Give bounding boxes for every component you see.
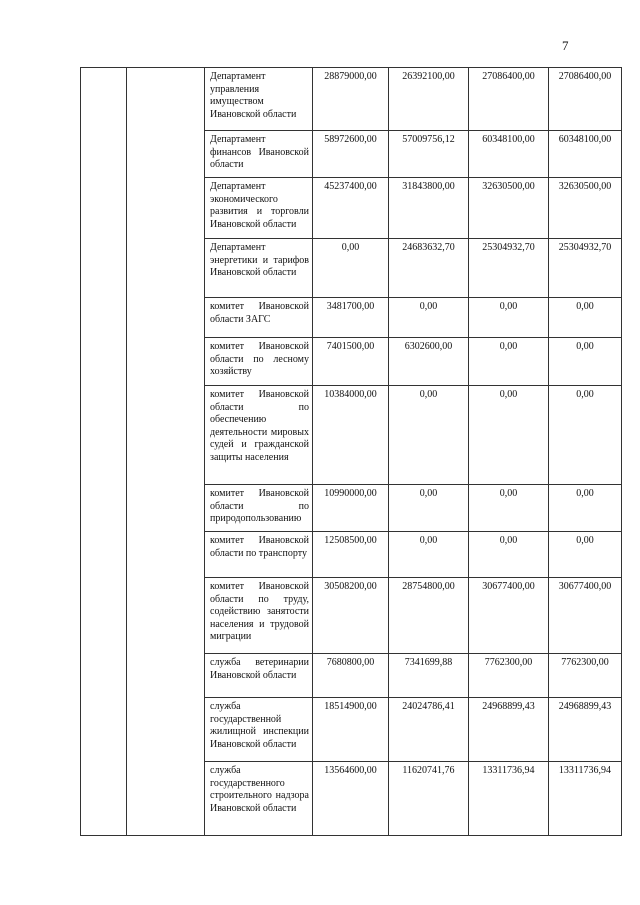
- amount-cell: 10990000,00: [312, 484, 389, 532]
- organization-name: Департамент управления имуществом Иванов…: [204, 67, 313, 131]
- table-row: комитет Ивановской области по природопол…: [81, 484, 622, 532]
- amount-cell: 7680800,00: [312, 653, 389, 698]
- code-column-cell: [126, 67, 205, 836]
- amount-cell: 32630500,00: [468, 177, 549, 239]
- amount-cell: 6302600,00: [388, 337, 469, 386]
- amount-cell: 7762300,00: [468, 653, 549, 698]
- organization-name: комитет Ивановской области по обеспечени…: [204, 385, 313, 485]
- amount-cell: 0,00: [312, 238, 389, 298]
- amount-cell: 11620741,76: [388, 761, 469, 836]
- organization-name: служба государственной жилищной инспекци…: [204, 697, 313, 762]
- amount-cell: 58972600,00: [312, 130, 389, 178]
- amount-cell: 13564600,00: [312, 761, 389, 836]
- amount-cell: 30677400,00: [468, 577, 549, 654]
- amount-cell: 0,00: [548, 337, 622, 386]
- amount-cell: 0,00: [548, 385, 622, 485]
- organization-name: Департамент экономического развития и то…: [204, 177, 313, 239]
- amount-cell: 26392100,00: [388, 67, 469, 131]
- amount-cell: 0,00: [388, 531, 469, 578]
- table-row: служба ветеринарии Ивановской области 768…: [81, 653, 622, 698]
- table-row: Департамент управления имуществом Иванов…: [80, 67, 622, 836]
- organization-name: комитет Ивановской области по природопол…: [204, 484, 313, 532]
- organization-name: комитет Ивановской области ЗАГС: [204, 297, 313, 338]
- amount-cell: 0,00: [548, 531, 622, 578]
- amount-cell: 24683632,70: [388, 238, 469, 298]
- amount-cell: 3481700,00: [312, 297, 389, 338]
- table-row: Департамент экономического развития и то…: [81, 177, 622, 239]
- amount-cell: 60348100,00: [468, 130, 549, 178]
- table-row: служба государственного строительного на…: [81, 761, 622, 836]
- table-row: служба государственной жилищной инспекци…: [81, 697, 622, 762]
- page-number: 7: [562, 38, 569, 53]
- table-row: комитет Ивановской области по труду, сод…: [81, 577, 622, 654]
- amount-cell: 18514900,00: [312, 697, 389, 762]
- amount-cell: 0,00: [388, 484, 469, 532]
- table-row: Департамент финансов Ивановской области 5…: [81, 130, 622, 178]
- amount-cell: 25304932,70: [468, 238, 549, 298]
- organization-name: Департамент финансов Ивановской области: [204, 130, 313, 178]
- amount-cell: 24968899,43: [468, 697, 549, 762]
- amount-cell: 30677400,00: [548, 577, 622, 654]
- amount-cell: 32630500,00: [548, 177, 622, 239]
- amount-cell: 0,00: [388, 385, 469, 485]
- amount-cell: 0,00: [548, 297, 622, 338]
- table-row: комитет Ивановской области по лесному хо…: [81, 337, 622, 386]
- table-row: Департамент энергетики и тарифов Ивановс…: [81, 238, 622, 298]
- amount-cell: 0,00: [468, 297, 549, 338]
- amount-cell: 0,00: [548, 484, 622, 532]
- amount-cell: 7341699,88: [388, 653, 469, 698]
- amount-cell: 10384000,00: [312, 385, 389, 485]
- amount-cell: 27086400,00: [468, 67, 549, 131]
- amount-cell: 7401500,00: [312, 337, 389, 386]
- organization-name: комитет Ивановской области по лесному хо…: [204, 337, 313, 386]
- amount-cell: 27086400,00: [548, 67, 622, 131]
- amount-cell: 24968899,43: [548, 697, 622, 762]
- budget-table: Департамент управления имуществом Иванов…: [80, 67, 622, 836]
- organization-name: комитет Ивановской области по труду, сод…: [204, 577, 313, 654]
- amount-cell: 28754800,00: [388, 577, 469, 654]
- amount-cell: 13311736,94: [468, 761, 549, 836]
- amount-cell: 57009756,12: [388, 130, 469, 178]
- organization-name: служба государственного строительного на…: [204, 761, 313, 836]
- amount-cell: 0,00: [468, 337, 549, 386]
- organization-name: служба ветеринарии Ивановской области: [204, 653, 313, 698]
- amount-cell: 13311736,94: [548, 761, 622, 836]
- table-row: комитет Ивановской области по обеспечени…: [81, 385, 622, 485]
- organization-name: Департамент энергетики и тарифов Ивановс…: [204, 238, 313, 298]
- organization-name: комитет Ивановской области по транспорту: [204, 531, 313, 578]
- amount-cell: 0,00: [388, 297, 469, 338]
- amount-cell: 30508200,00: [312, 577, 389, 654]
- amount-cell: 28879000,00: [312, 67, 389, 131]
- table-row: комитет Ивановской области ЗАГС 3481700,0…: [81, 297, 622, 338]
- amount-cell: 12508500,00: [312, 531, 389, 578]
- table-row: комитет Ивановской области по транспорту…: [81, 531, 622, 578]
- amount-cell: 31843800,00: [388, 177, 469, 239]
- amount-cell: 0,00: [468, 531, 549, 578]
- amount-cell: 0,00: [468, 484, 549, 532]
- amount-cell: 60348100,00: [548, 130, 622, 178]
- amount-cell: 25304932,70: [548, 238, 622, 298]
- amount-cell: 7762300,00: [548, 653, 622, 698]
- amount-cell: 24024786,41: [388, 697, 469, 762]
- amount-cell: 0,00: [468, 385, 549, 485]
- number-column-cell: [80, 67, 127, 836]
- amount-cell: 45237400,00: [312, 177, 389, 239]
